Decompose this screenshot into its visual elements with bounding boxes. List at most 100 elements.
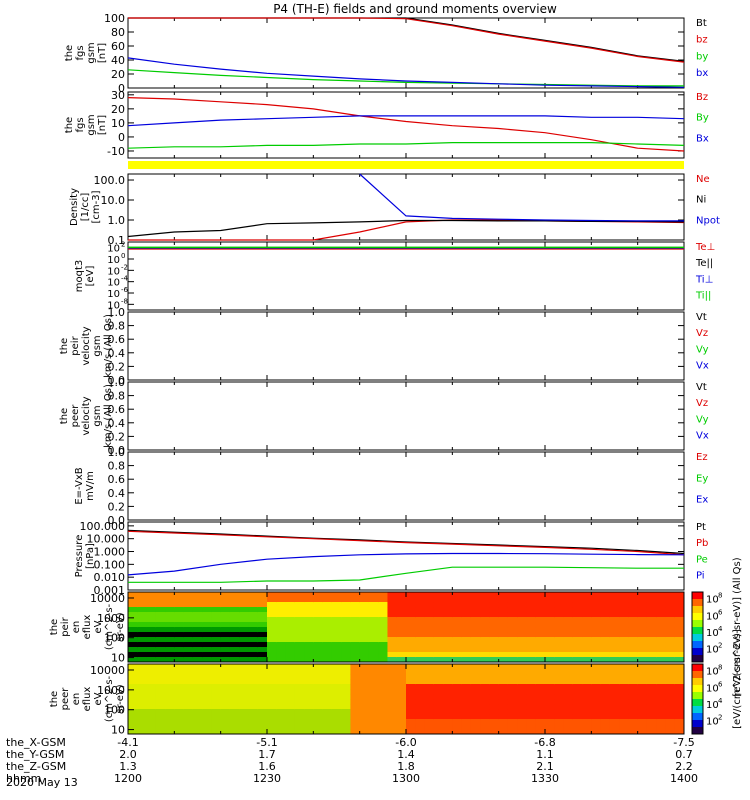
spec-cell bbox=[517, 607, 527, 613]
spec-cell bbox=[507, 664, 518, 670]
spec-cell bbox=[415, 607, 426, 613]
spec-cell bbox=[498, 674, 509, 680]
spec-cell bbox=[443, 642, 453, 648]
spec-cell bbox=[322, 714, 333, 720]
spec-cell bbox=[424, 704, 435, 710]
spec-cell bbox=[239, 694, 249, 700]
legend-bz: Bz bbox=[696, 92, 708, 103]
spec-cell bbox=[572, 709, 583, 715]
y-axis-label: eV bbox=[93, 620, 104, 633]
spec-cell bbox=[183, 632, 194, 638]
spec-cell bbox=[211, 617, 222, 623]
spec-cell bbox=[341, 679, 351, 685]
spec-cell bbox=[378, 607, 388, 613]
spec-cell bbox=[350, 709, 361, 715]
spec-cell bbox=[276, 704, 287, 710]
spec-cell bbox=[452, 664, 463, 670]
spec-cell bbox=[220, 657, 231, 663]
spec-cell bbox=[452, 632, 463, 638]
spec-cell bbox=[554, 704, 565, 710]
spec-cell bbox=[183, 694, 194, 700]
spec-cell bbox=[674, 704, 685, 710]
spec-cell bbox=[220, 652, 231, 658]
spec-cell bbox=[220, 719, 231, 725]
legend-pe: Pe bbox=[696, 554, 708, 565]
spec-cell bbox=[507, 714, 518, 720]
spec-cell bbox=[192, 602, 203, 608]
spec-cell bbox=[313, 607, 324, 613]
spec-cell bbox=[461, 612, 472, 618]
spec-cell bbox=[378, 622, 388, 628]
spec-cell bbox=[350, 592, 361, 598]
spec-cell bbox=[415, 617, 426, 623]
spec-cell bbox=[535, 632, 546, 638]
y-axis-label: gsm bbox=[92, 335, 103, 356]
spec-cell bbox=[517, 669, 527, 675]
spec-cell bbox=[174, 622, 185, 628]
spec-cell bbox=[146, 709, 157, 715]
spec-cell bbox=[276, 622, 287, 628]
spec-cell bbox=[202, 729, 212, 735]
spec-cell bbox=[591, 622, 602, 628]
spec-cell bbox=[155, 664, 166, 670]
spec-cell bbox=[174, 674, 185, 680]
spec-cell bbox=[665, 642, 676, 648]
legend-vx: Vx bbox=[696, 431, 709, 442]
spec-cell bbox=[285, 592, 296, 598]
spec-cell bbox=[545, 709, 555, 715]
y-tick-base: 10 bbox=[107, 244, 120, 255]
spec-cell bbox=[359, 607, 370, 613]
spec-cell bbox=[137, 699, 148, 705]
spec-cell bbox=[350, 617, 361, 623]
spec-cell bbox=[276, 647, 287, 653]
spec-cell bbox=[443, 657, 453, 663]
spec-cell bbox=[628, 689, 639, 695]
spec-cell bbox=[665, 622, 676, 628]
spec-cell bbox=[637, 642, 648, 648]
spec-cell bbox=[470, 724, 481, 730]
spec-cell bbox=[350, 622, 361, 628]
spec-cell bbox=[359, 592, 370, 598]
spec-cell bbox=[646, 637, 657, 643]
spec-cell bbox=[155, 689, 166, 695]
spec-cell bbox=[609, 724, 620, 730]
spec-cell bbox=[229, 612, 240, 618]
spec-cell bbox=[582, 622, 592, 628]
spec-cell bbox=[165, 699, 175, 705]
spec-cell bbox=[535, 714, 546, 720]
spec-cell bbox=[572, 689, 583, 695]
spec-cell bbox=[276, 657, 287, 663]
spec-cell bbox=[285, 669, 296, 675]
y-axis-label: (cm^2-s- bbox=[104, 675, 115, 722]
spec-cell bbox=[461, 592, 472, 598]
spec-cell bbox=[165, 637, 175, 643]
spec-cell bbox=[276, 627, 287, 633]
spec-cell bbox=[517, 664, 527, 670]
spec-cell bbox=[507, 647, 518, 653]
spec-cell bbox=[470, 674, 481, 680]
spec-cell bbox=[128, 602, 138, 608]
spec-cell bbox=[545, 674, 555, 680]
spec-cell bbox=[535, 679, 546, 685]
spec-cell bbox=[609, 699, 620, 705]
spec-cell bbox=[155, 637, 166, 643]
spec-cell bbox=[341, 622, 351, 628]
spec-cell bbox=[304, 679, 314, 685]
spec-cell bbox=[155, 657, 166, 663]
spec-cell bbox=[359, 612, 370, 618]
spec-cell bbox=[192, 637, 203, 643]
spec-cell bbox=[229, 617, 240, 623]
spec-cell bbox=[526, 632, 537, 638]
spec-cell bbox=[415, 669, 426, 675]
spec-cell bbox=[165, 602, 175, 608]
ephem-value: 1230 bbox=[253, 772, 281, 785]
spec-cell bbox=[433, 647, 444, 653]
spec-cell bbox=[331, 637, 342, 643]
colorbar-label: [eV/(cm^2-s-sr-eV)] (All Qs) bbox=[732, 557, 743, 696]
spec-cell bbox=[341, 689, 351, 695]
spec-cell bbox=[165, 652, 175, 658]
spec-cell bbox=[480, 612, 490, 618]
spec-cell bbox=[498, 597, 509, 603]
spec-cell bbox=[480, 657, 490, 663]
